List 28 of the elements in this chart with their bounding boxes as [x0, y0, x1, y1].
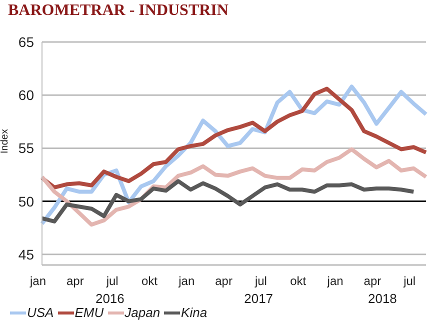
text: 2017 — [244, 291, 274, 306]
x-tick-label: apr — [215, 274, 232, 288]
text: 2016 — [95, 291, 124, 306]
legend-label: USA — [27, 305, 54, 320]
legend-label: EMU — [74, 305, 104, 320]
x-tick-label: jan — [28, 274, 46, 288]
text: 2018 — [368, 291, 397, 306]
x-tick-label: jan — [326, 274, 344, 288]
line-series — [40, 86, 428, 190]
y-tick-label: 45 — [18, 246, 34, 262]
line-series — [40, 179, 416, 224]
x-tick-label: jul — [254, 274, 267, 288]
legend-label: Kina — [181, 305, 208, 320]
x-tick-label: jul — [105, 274, 118, 288]
x-tick-label: okt — [141, 274, 158, 288]
x-tick-label: okt — [290, 274, 307, 288]
legend-label: Japan — [124, 305, 160, 320]
y-axis-title: Index — [0, 129, 11, 154]
x-tick-label: apr — [66, 274, 84, 288]
y-tick-label: 60 — [18, 87, 34, 104]
x-tick-label: jul — [402, 274, 416, 288]
x-tick-label: apr — [364, 274, 382, 288]
line-series — [40, 147, 428, 227]
y-tick-label: 65 — [18, 34, 34, 50]
y-tick-label: 50 — [18, 193, 34, 210]
y-tick-label: 55 — [18, 140, 34, 156]
x-tick-label: jan — [178, 274, 195, 288]
chart-title: BAROMETRAR - INDUSTRIN — [8, 2, 228, 20]
